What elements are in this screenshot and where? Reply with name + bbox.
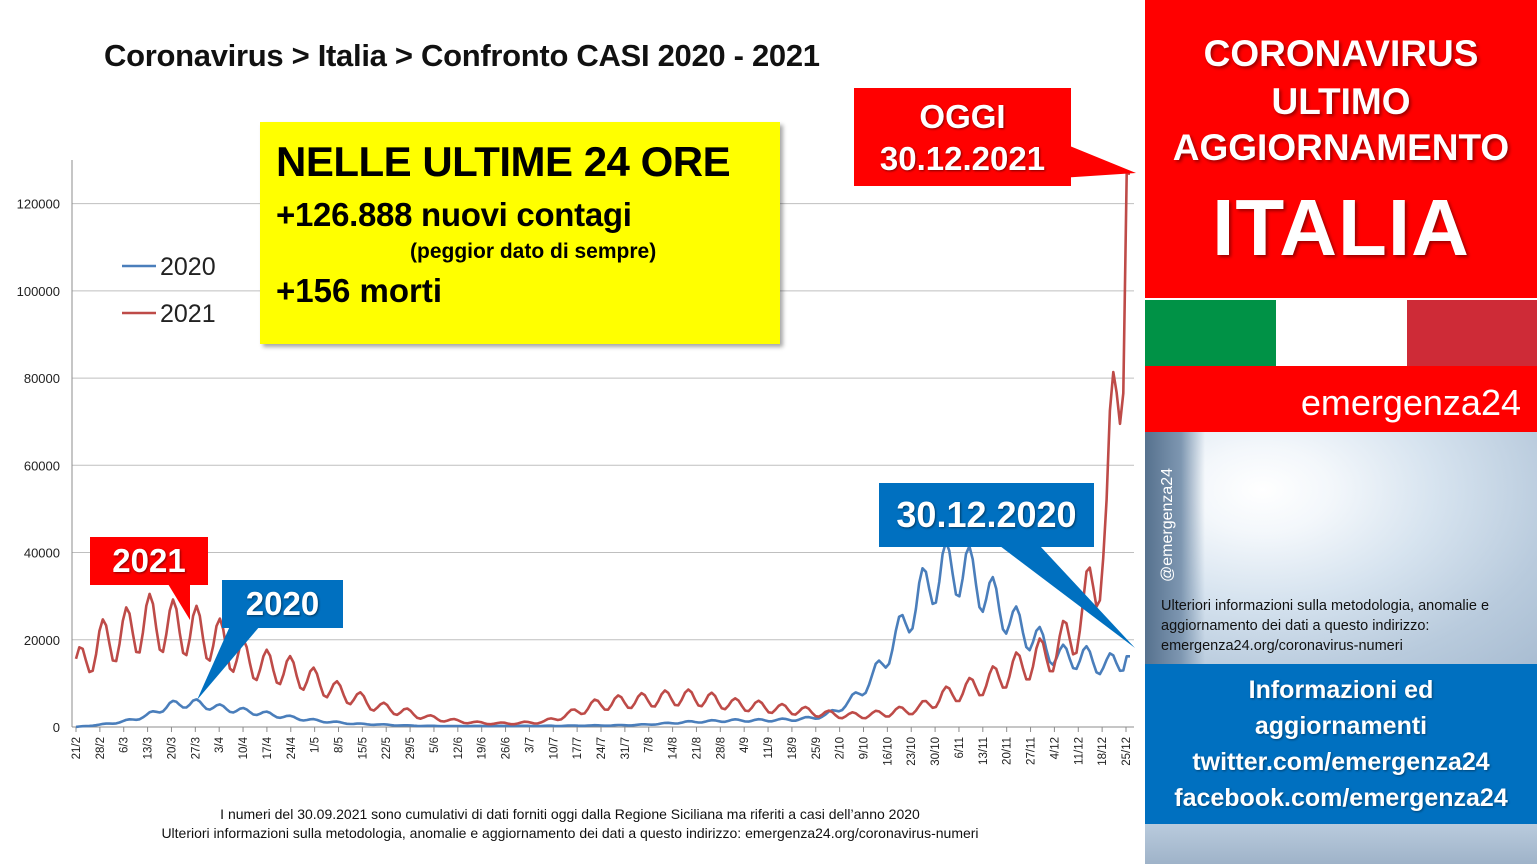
- x-tick-label: 7/8: [644, 737, 656, 753]
- facebook-link[interactable]: facebook.com/emergenza24: [1174, 784, 1508, 812]
- today-callout-label: OGGI: [919, 98, 1006, 135]
- x-tick-label: 4/9: [739, 737, 751, 753]
- chart-title: Coronavirus > Italia > Confronto CASI 20…: [104, 38, 820, 73]
- x-tick-label: 13/11: [978, 737, 990, 765]
- x-tick-label: 19/6: [477, 737, 489, 759]
- callout-2021: 2021: [90, 537, 208, 585]
- new-cases-text: +126.888 nuovi contagi: [276, 196, 632, 233]
- x-tick-label: 31/7: [620, 737, 632, 759]
- info-line-2: aggiornamenti: [1254, 712, 1428, 740]
- y-tick-label: 20000: [24, 633, 60, 648]
- y-tick-label: 100000: [17, 284, 60, 299]
- banner-line-3: AGGIORNAMENTO: [1172, 127, 1510, 168]
- x-tick-label: 20/3: [166, 737, 178, 759]
- x-tick-label: 27/11: [1026, 737, 1038, 765]
- x-tick-label: 24/7: [596, 737, 608, 759]
- highlight-box: NELLE ULTIME 24 ORE +126.888 nuovi conta…: [260, 122, 780, 344]
- brand-bar: emergenza24: [1145, 366, 1537, 432]
- info-line-1: Informazioni ed: [1248, 676, 1434, 704]
- y-tick-label: 120000: [17, 197, 60, 212]
- x-tick-label: 20/11: [1002, 737, 1014, 765]
- callout-2020-pointer: [197, 626, 260, 700]
- y-tick-label: 60000: [24, 458, 60, 473]
- x-tick-label: 18/9: [787, 737, 799, 759]
- x-tick-label: 9/10: [859, 737, 871, 759]
- x-tick-label: 10/7: [548, 737, 560, 759]
- today-callout-date: 30.12.2021: [879, 140, 1046, 177]
- twitter-link[interactable]: twitter.com/emergenza24: [1192, 748, 1490, 776]
- footnote-line-1: I numeri del 30.09.2021 sono cumulativi …: [220, 806, 920, 822]
- x-tick-label: 25/9: [811, 737, 823, 759]
- legend-label-2021: 2021: [160, 300, 216, 328]
- y-tick-label: 0: [53, 720, 60, 735]
- flag-green-stripe: [1145, 300, 1276, 366]
- x-tick-label: 22/5: [381, 737, 393, 759]
- x-tick-label: 24/4: [286, 736, 298, 759]
- x-tick-label: 25/12: [1121, 737, 1133, 766]
- x-tick-label: 15/5: [357, 737, 369, 759]
- x-tick-label: 3/7: [524, 737, 536, 753]
- x-tick-label: 3/4: [214, 736, 226, 753]
- x-tick-label: 18/12: [1097, 737, 1109, 766]
- banner-line-1: CORONAVIRUS: [1203, 33, 1479, 74]
- banner-line-2: ULTIMO: [1271, 81, 1411, 122]
- today-callout-pointer: [1060, 142, 1136, 178]
- flag-red-stripe: [1407, 300, 1537, 366]
- x-tick-label: 1/5: [310, 737, 322, 753]
- x-tick-label: 11/9: [763, 737, 775, 759]
- legend-label-2020: 2020: [160, 253, 216, 281]
- x-tick-label: 17/4: [262, 736, 274, 759]
- today-callout: OGGI 30.12.2021: [854, 88, 1071, 186]
- x-tick-label: 29/5: [405, 737, 417, 759]
- worst-figure-note: (peggior dato di sempre): [410, 240, 657, 263]
- highlight-heading: NELLE ULTIME 24 ORE: [276, 138, 731, 185]
- x-tick-label: 10/4: [238, 736, 250, 759]
- x-tick-label: 26/6: [501, 737, 513, 759]
- background-photo: @emergenza24 Ulteriori informazioni sull…: [1145, 432, 1537, 664]
- x-tick-label: 21/2: [71, 737, 83, 759]
- series-line-2020: [75, 540, 1130, 729]
- banner-country: ITALIA: [1212, 183, 1470, 272]
- flag-white-stripe: [1276, 300, 1407, 366]
- x-tick-label: 2/10: [835, 737, 847, 759]
- callout-2020: 2020: [222, 580, 343, 628]
- photo-shade: [1145, 432, 1205, 664]
- y-tick-label: 80000: [24, 371, 60, 386]
- x-tick-label: 17/7: [572, 737, 584, 759]
- x-tick-label: 6/11: [954, 737, 966, 759]
- social-handle: @emergenza24: [1159, 467, 1176, 582]
- y-tick-label: 40000: [24, 546, 60, 561]
- x-tick-label: 8/5: [334, 737, 346, 753]
- brand-name: emergenza24: [1300, 382, 1521, 423]
- x-tick-label: 11/12: [1073, 737, 1085, 765]
- callout-2020-end: 30.12.2020: [879, 483, 1094, 547]
- x-tick-label: 6/3: [119, 737, 131, 753]
- x-tick-label: 12/6: [453, 737, 465, 759]
- footnote: I numeri del 30.09.2021 sono cumulativi …: [0, 805, 1140, 843]
- x-tick-label: 5/6: [429, 737, 441, 753]
- photo-bottom-strip: [1145, 824, 1537, 864]
- x-tick-label: 13/3: [143, 737, 155, 759]
- x-tick-label: 4/12: [1049, 737, 1061, 759]
- x-tick-label: 16/10: [882, 737, 894, 766]
- x-tick-label: 21/8: [691, 737, 703, 759]
- callout-2021-pointer: [168, 584, 190, 620]
- info-box: Informazioni ed aggiornamenti twitter.co…: [1145, 664, 1537, 824]
- x-tick-label: 30/10: [930, 737, 942, 766]
- side-panel: CORONAVIRUS ULTIMO AGGIORNAMENTO ITALIA …: [1145, 0, 1537, 864]
- x-tick-label: 28/8: [715, 737, 727, 759]
- methodology-note: Ulteriori informazioni sulla metodologia…: [1161, 598, 1490, 654]
- line-chart: 0 20000 40000 60000 80000 100000 120000 21/2 28/…: [17, 142, 1136, 766]
- callout-2020-end-pointer: [1000, 546, 1135, 648]
- headline-banner: CORONAVIRUS ULTIMO AGGIORNAMENTO ITALIA: [1145, 0, 1537, 298]
- x-tick-label: 28/2: [95, 737, 107, 759]
- x-tick-label: 14/8: [668, 737, 680, 759]
- deaths-text: +156 morti: [276, 272, 442, 309]
- footnote-line-2: Ulteriori informazioni sulla metodologia…: [161, 825, 979, 841]
- series-line-2021: [74, 172, 1130, 726]
- x-tick-label: 27/3: [190, 737, 202, 759]
- x-tick-label: 23/10: [906, 737, 918, 766]
